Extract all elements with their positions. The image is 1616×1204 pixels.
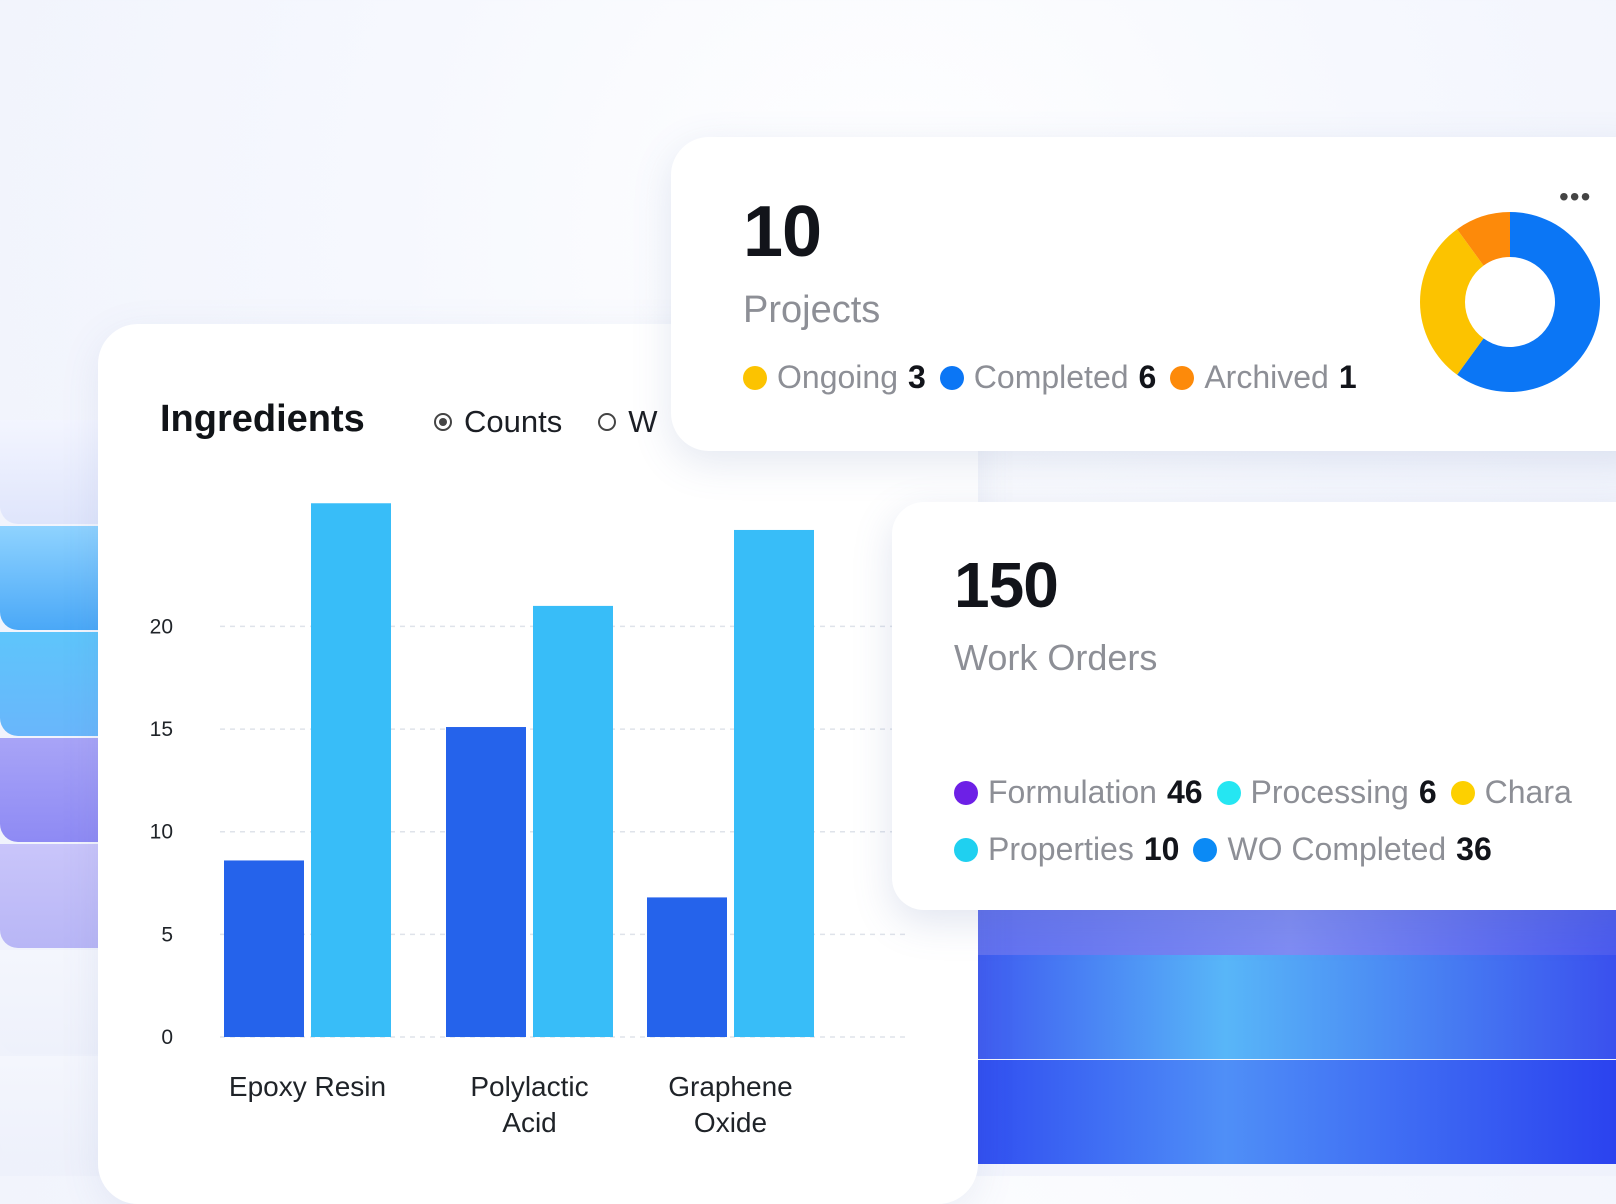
projects-label: Projects (743, 289, 881, 331)
radio-selected-icon (434, 413, 452, 431)
legend-label: Processing (1250, 774, 1409, 810)
x-category-label: Acid (502, 1107, 556, 1138)
y-tick-label: 10 (150, 821, 173, 844)
stripe (0, 526, 110, 630)
legend-item-wo-completed: WO Completed 36 (1193, 831, 1492, 868)
projects-count: 10 (743, 192, 822, 272)
stripe (0, 950, 110, 1054)
x-category-label: Polylactic (470, 1071, 588, 1102)
y-tick-label: 0 (161, 1026, 173, 1049)
legend-label: Formulation (988, 774, 1157, 810)
ingredients-title: Ingredients (160, 398, 365, 440)
legend-item-archived: Archived 1 (1170, 359, 1357, 396)
legend-label: WO Completed (1227, 831, 1447, 867)
donut-slice-archived[interactable] (1457, 212, 1510, 266)
work-orders-legend-row-2: Properties 10 WO Completed 36 (954, 831, 1506, 868)
legend-item-formulation: Formulation 46 (954, 774, 1203, 811)
ongoing-dot-icon (743, 365, 767, 390)
properties-dot-icon (954, 837, 978, 862)
ingredients-card: Ingredients Counts W 0 5 10 15 20 Epoxy Resin… (98, 324, 978, 1204)
projects-donut-chart (1420, 212, 1600, 392)
work-orders-legend-row-1: Formulation 46 Processing 6 Chara (954, 774, 1596, 811)
projects-card: 10 Projects Ongoing 3 Completed 6 Archiv… (671, 137, 1616, 451)
legend-label: Archived (1204, 359, 1329, 395)
legend-value: 10 (1143, 831, 1180, 867)
legend-item-ongoing: Ongoing 3 (743, 359, 926, 396)
legend-label: Completed (973, 359, 1129, 395)
legend-value: 6 (1138, 359, 1157, 395)
legend-item-completed: Completed 6 (939, 359, 1157, 396)
stripe (0, 844, 110, 948)
bar-epoxy-resin-1[interactable] (224, 860, 304, 1037)
legend-value: 46 (1166, 774, 1203, 810)
legend-value: 36 (1456, 831, 1492, 867)
radio-counts-label: Counts (464, 404, 563, 439)
projects-legend: Ongoing 3 Completed 6 Archived 1 (743, 359, 1371, 396)
processing-dot-icon (1216, 780, 1241, 805)
work-orders-count: 150 (954, 549, 1059, 621)
archived-dot-icon (1170, 365, 1195, 390)
more-dots-icon[interactable]: ••• (1559, 181, 1592, 212)
stripe (0, 632, 110, 736)
radio-weight[interactable]: W (598, 404, 658, 440)
y-tick-label: 15 (150, 718, 173, 741)
background-stripes-right (965, 905, 1616, 1176)
legend-item-processing: Processing 6 (1216, 774, 1437, 811)
radio-counts[interactable]: Counts (434, 404, 562, 440)
legend-item-properties: Properties 10 (954, 831, 1179, 868)
characterization-dot-icon (1450, 780, 1475, 805)
donut-slice-completed[interactable] (1457, 212, 1600, 392)
legend-value: 6 (1418, 774, 1437, 810)
ingredients-bar-chart: 0 5 10 15 20 Epoxy Resin Polylactic Acid Graphen… (150, 503, 908, 1138)
x-category-label: Graphene (668, 1071, 793, 1102)
stripe (0, 420, 110, 524)
completed-dot-icon (939, 365, 964, 390)
wo-completed-dot-icon (1193, 837, 1218, 862)
legend-item-characterization: Chara (1450, 774, 1582, 811)
y-tick-label: 5 (161, 923, 173, 946)
radio-unselected-icon (598, 413, 617, 431)
stripe (965, 955, 1616, 1059)
stripe (0, 738, 110, 842)
bar-graphene-oxide-1[interactable] (647, 897, 727, 1037)
legend-label: Ongoing (777, 359, 898, 395)
radio-weight-label: W (628, 404, 658, 439)
y-tick-label: 20 (150, 615, 173, 638)
legend-label: Properties (988, 831, 1134, 867)
x-category-label: Oxide (694, 1107, 767, 1138)
bar-graphene-oxide-2[interactable] (734, 529, 814, 1037)
formulation-dot-icon (954, 780, 978, 805)
legend-value: 1 (1338, 359, 1357, 395)
background-stripes-left (0, 400, 110, 1160)
bar-polylactic-acid-2[interactable] (533, 605, 613, 1037)
bar-polylactic-acid-1[interactable] (446, 727, 526, 1037)
bar-epoxy-resin-2[interactable] (311, 503, 391, 1037)
x-category-label: Epoxy Resin (229, 1071, 386, 1102)
stripe (965, 1060, 1616, 1164)
view-toggle: Counts W (434, 404, 694, 440)
work-orders-card: 150 Work Orders Formulation 46 Processin… (892, 502, 1616, 910)
donut-slice-ongoing[interactable] (1420, 229, 1484, 375)
legend-label: Chara (1484, 774, 1572, 810)
work-orders-label: Work Orders (954, 637, 1158, 678)
stripe (0, 1056, 110, 1160)
legend-value: 3 (907, 359, 926, 395)
